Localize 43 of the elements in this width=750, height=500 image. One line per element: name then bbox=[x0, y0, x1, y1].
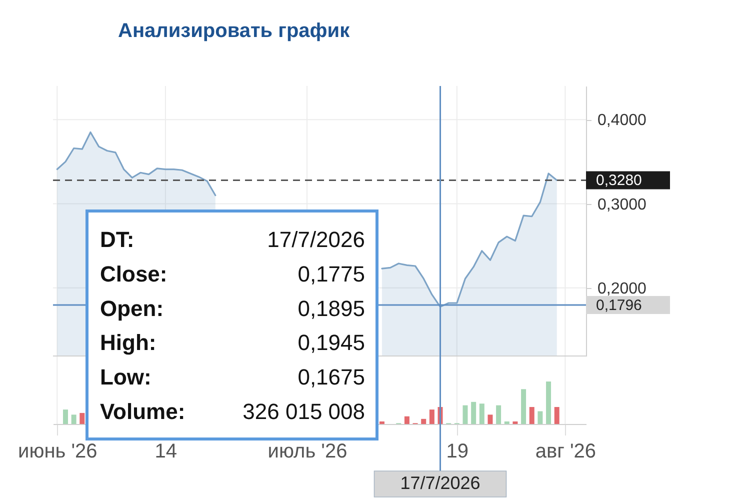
bar bbox=[62, 410, 68, 424]
annotation: High: bbox=[100, 330, 156, 356]
annotation: Close: bbox=[100, 261, 168, 286]
bar bbox=[471, 402, 476, 424]
bar bbox=[479, 404, 484, 424]
bar bbox=[404, 416, 410, 424]
annotation: 0,1775 bbox=[298, 261, 365, 286]
bar bbox=[546, 382, 552, 424]
annotation: 0,1895 bbox=[298, 296, 365, 321]
bar bbox=[429, 410, 434, 424]
y-tick-label: 0,3000 bbox=[598, 196, 647, 214]
bar bbox=[538, 411, 543, 424]
y-tick-label: 0,4000 bbox=[598, 112, 647, 130]
x-tick-label: 19 bbox=[446, 440, 469, 462]
annotation: Open: bbox=[100, 296, 164, 321]
bar bbox=[512, 421, 518, 424]
x-tick-label: июль '26 bbox=[268, 440, 348, 462]
annotation: 0,1945 bbox=[298, 330, 365, 356]
text: Анализировать график bbox=[118, 20, 351, 42]
bar bbox=[521, 389, 526, 424]
x-tick-label: авг '26 bbox=[535, 440, 596, 462]
annotation: 17/7/2026 bbox=[267, 227, 365, 252]
bar bbox=[421, 418, 426, 424]
annotation: Low: bbox=[100, 364, 152, 390]
ref-line-label: 17/7/2026 bbox=[400, 473, 480, 493]
bar bbox=[496, 405, 502, 424]
bar bbox=[379, 421, 384, 424]
bar bbox=[71, 414, 76, 424]
annotation: 326 015 008 bbox=[242, 399, 365, 424]
y-tick-label: 0,2000 bbox=[598, 280, 647, 298]
ref-line-label: 0,1796 bbox=[596, 297, 642, 314]
bar bbox=[462, 405, 468, 424]
annotation: 0,1675 bbox=[298, 364, 365, 390]
bar bbox=[529, 407, 534, 424]
bar bbox=[80, 412, 85, 424]
ref-line-label: 0,3280 bbox=[596, 172, 642, 190]
annotation: Volume: bbox=[100, 399, 186, 424]
bar bbox=[554, 407, 560, 424]
bar bbox=[504, 421, 510, 424]
annotation: DT: bbox=[100, 227, 134, 252]
x-tick-label: июнь '26 bbox=[18, 440, 98, 462]
bar bbox=[488, 414, 493, 424]
x-tick-label: 14 bbox=[154, 440, 178, 462]
